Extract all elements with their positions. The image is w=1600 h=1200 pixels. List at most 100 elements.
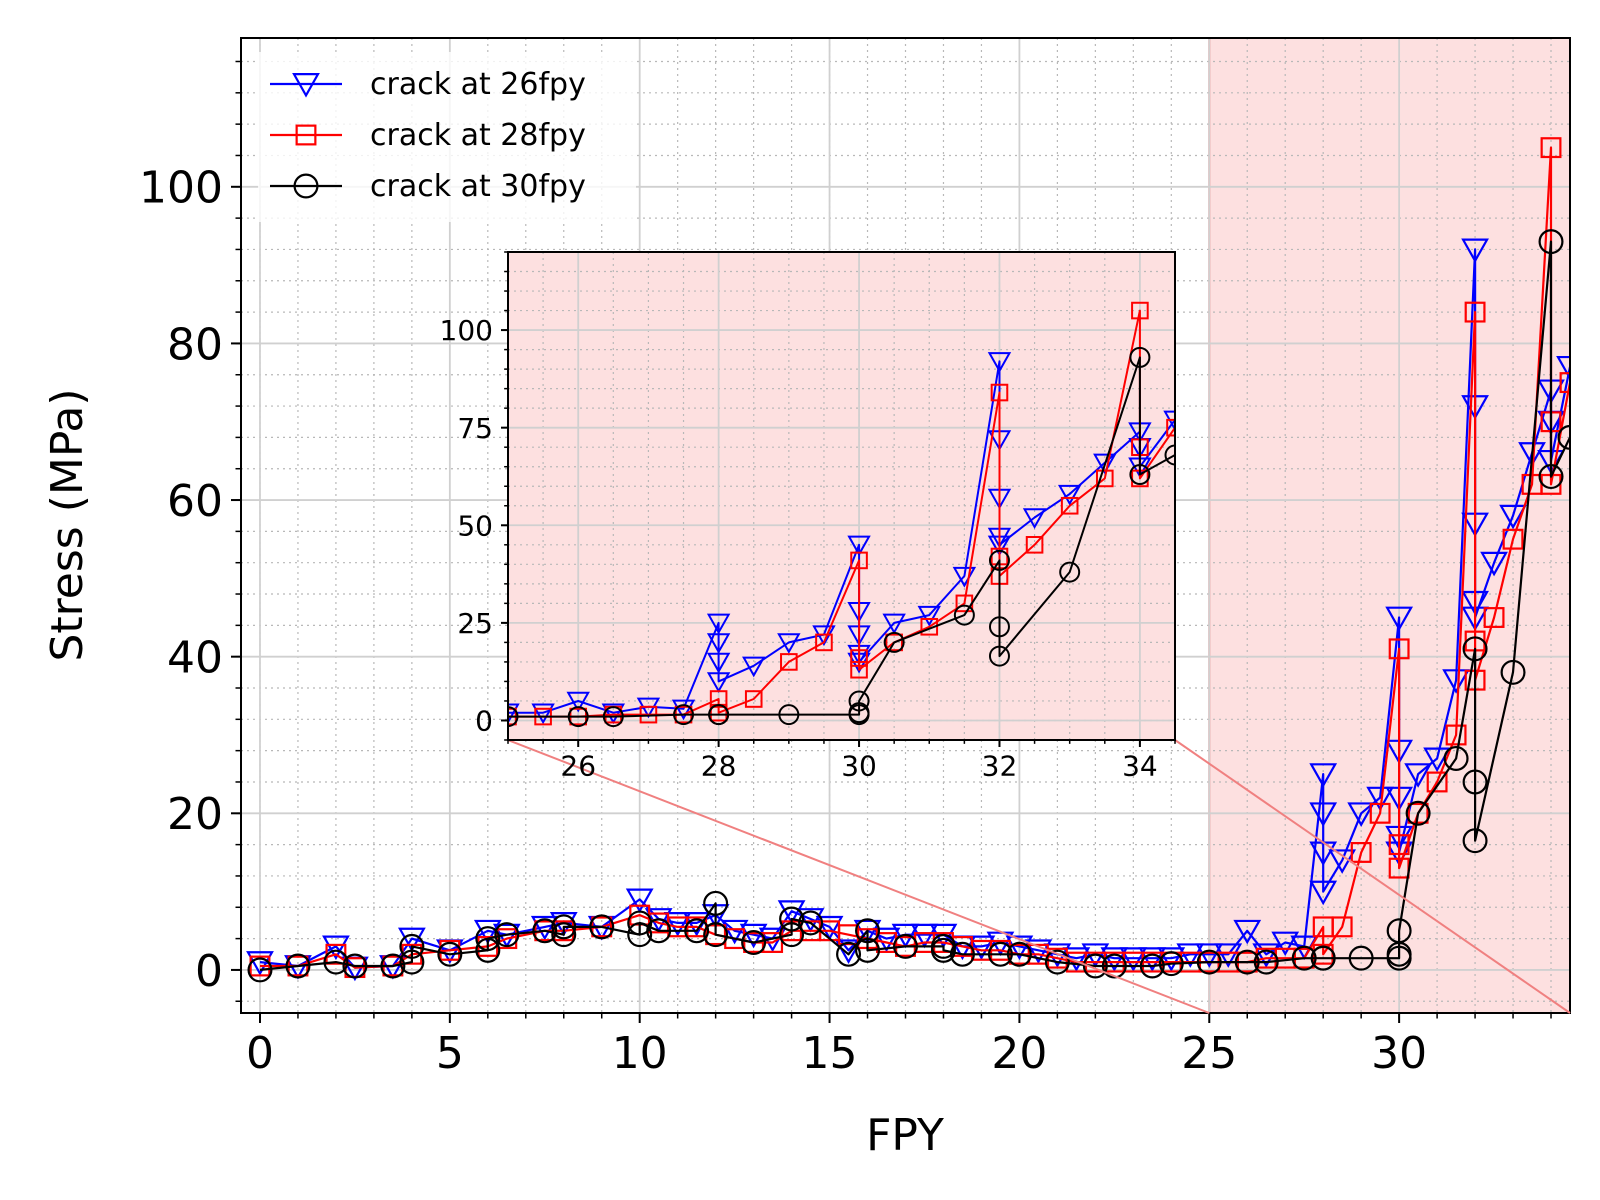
main-clip-group — [241, 38, 1570, 1013]
main-series-1-point — [1328, 849, 1357, 874]
main-series-1-point — [1480, 551, 1508, 577]
main-series-1-point — [663, 911, 692, 937]
zoom-connector-lines — [507, 739, 1571, 1014]
main-series-1-point — [891, 923, 920, 949]
main-series-3-point — [494, 922, 520, 948]
main-series-1-point — [1461, 238, 1489, 264]
main-series-3-point — [627, 922, 653, 948]
inset-y-tick-label: 0 — [475, 705, 493, 738]
inset-series-3-point — [988, 616, 1010, 638]
main-series-3-point — [475, 926, 501, 952]
inset-x-tick-label: 28 — [701, 750, 737, 783]
legend-label-1: crack at 26fpy — [370, 67, 586, 102]
main-series-1-point — [929, 923, 958, 949]
main-series-1-point — [853, 919, 882, 945]
main-series-1-point — [815, 915, 844, 941]
main-series-3-point — [741, 930, 767, 956]
legend-label-3: crack at 30fpy — [370, 169, 586, 204]
main-y-tick-label: 100 — [139, 163, 223, 214]
legend: crack at 26fpy crack at 28fpy crack at 30f… — [258, 52, 636, 222]
main-series-1-point — [530, 915, 559, 941]
main-series-1-point — [796, 908, 825, 933]
inset-series-3-point — [848, 690, 870, 712]
main-x-tick-label: 15 — [802, 1028, 858, 1079]
main-series-3-point — [323, 949, 349, 975]
inset-series-3-point — [1164, 444, 1175, 466]
main-x-tick-label: 25 — [1181, 1028, 1237, 1079]
main-series-2-point — [1502, 528, 1524, 550]
inset-series-1-point — [601, 703, 626, 725]
main-series-1-point — [1309, 802, 1338, 827]
inset-background — [508, 252, 1175, 740]
main-series-1-point — [1309, 763, 1338, 788]
inset-series-3-point — [988, 645, 1010, 667]
main-series-3-point — [1082, 953, 1108, 979]
inset-series-2-point — [850, 551, 868, 570]
main-series-3-point — [551, 922, 577, 948]
main-series-3-point — [1158, 951, 1184, 977]
main-series-2-point — [553, 920, 575, 942]
main-series-3-point — [855, 918, 881, 944]
legend-marker-1 — [292, 73, 320, 98]
main-series-3-point — [1462, 636, 1488, 662]
inset-x-tick-label: 34 — [1122, 750, 1158, 783]
main-series-1-point — [1309, 880, 1338, 906]
main-series-3-point — [1462, 769, 1488, 795]
main-series-3-point — [1310, 945, 1336, 971]
main-y-tick-label: 20 — [167, 789, 223, 840]
main-y-tick-label: 80 — [167, 319, 223, 370]
main-series-1-point — [834, 939, 863, 964]
main-series-3-point — [646, 918, 672, 944]
main-series-2-point — [1559, 372, 1570, 394]
y-axis-label: Stress (MPa) — [42, 388, 93, 661]
inset-series-1-point — [508, 703, 520, 725]
x-axis-label: FPY — [866, 1110, 944, 1161]
main-series-3-point — [475, 937, 501, 963]
main-series-1-point — [1157, 947, 1186, 972]
main-series-3-point — [1234, 949, 1260, 975]
main-series-2-point — [249, 955, 271, 977]
inset-series-1-point — [917, 605, 941, 627]
inset-series-3-point — [673, 704, 695, 726]
inset-series-3-point — [953, 604, 975, 626]
main-x-tick-label: 20 — [991, 1028, 1047, 1079]
main-series-1-point — [1005, 935, 1034, 961]
main-series-3-point — [1348, 945, 1374, 971]
main-series-1-point — [1499, 504, 1527, 530]
main-series-3-point — [532, 918, 558, 944]
inset-series-1-point — [882, 613, 906, 635]
main-series-1-point — [1024, 939, 1053, 964]
inset-series-3-point — [708, 704, 730, 726]
main-series-1-point — [1404, 763, 1432, 788]
main-series-2-point — [1388, 638, 1410, 660]
main-series-3-point — [551, 914, 577, 940]
inset-y-tick-label: 75 — [457, 412, 493, 445]
main-series-3-point — [987, 941, 1013, 967]
inset-series-1-point — [1093, 453, 1117, 475]
main-series-3-point — [1462, 828, 1488, 854]
main-series-2-point — [1331, 916, 1353, 938]
main-series-3-point — [930, 937, 956, 963]
main-series-1-point — [1385, 606, 1414, 632]
inset-series-2-point — [850, 649, 868, 667]
main-series-3-point — [1500, 659, 1526, 685]
main-series-3-point — [1538, 229, 1564, 255]
main-series-3-point — [1139, 953, 1165, 979]
inset-x-tick-label: 30 — [841, 750, 877, 783]
inset-series-1-point — [847, 535, 871, 557]
main-series-1-point — [967, 935, 996, 961]
main-series-3-point — [1443, 745, 1469, 771]
inset-series-2-point — [815, 633, 833, 652]
inset-series-1-point — [706, 672, 731, 693]
main-series-3-point — [1044, 949, 1070, 975]
main-series-3-point — [1538, 464, 1564, 490]
inset-series-line-2 — [508, 309, 1175, 718]
inset-series-2-point — [709, 690, 728, 708]
main-series-1-point — [625, 888, 654, 914]
main-series-2-point — [496, 928, 518, 950]
main-series-1-point — [1214, 943, 1243, 968]
inset-series-1-point — [706, 652, 731, 674]
main-series-1-point — [1195, 943, 1224, 968]
inset-series-3-point — [988, 549, 1010, 571]
